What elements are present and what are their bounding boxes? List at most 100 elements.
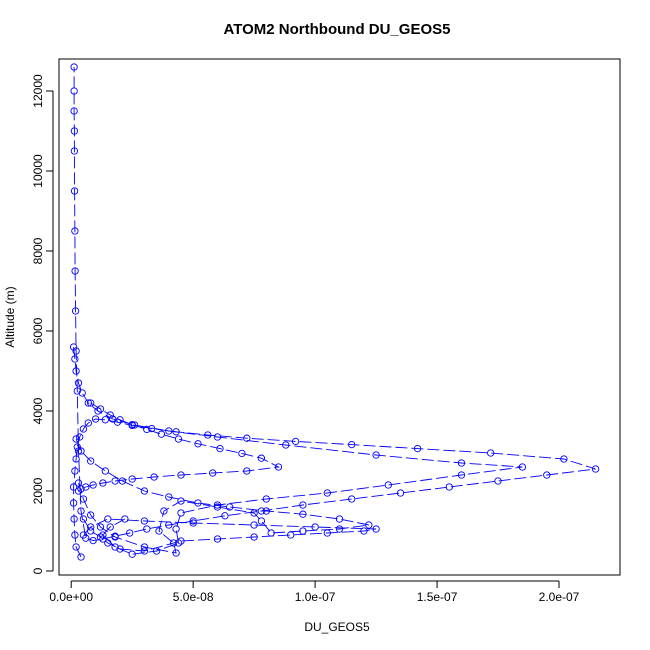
data-point — [69, 499, 78, 507]
data-point — [174, 435, 183, 443]
data-point — [128, 420, 136, 429]
data-point — [71, 355, 79, 363]
series-line — [75, 438, 369, 554]
data-point — [111, 543, 119, 551]
data-point — [70, 147, 79, 155]
data-point — [72, 543, 80, 551]
data-point — [160, 507, 168, 515]
data-point — [372, 525, 380, 533]
data-point — [177, 497, 185, 505]
y-tick-label: 8000 — [31, 237, 45, 264]
x-tick-label: 5.0e-08 — [173, 590, 214, 604]
data-point — [72, 367, 80, 375]
data-point — [494, 477, 502, 485]
data-series — [69, 343, 527, 558]
data-point — [84, 419, 92, 427]
data-point — [226, 503, 234, 511]
data-point — [189, 517, 197, 525]
data-point — [335, 525, 344, 533]
data-point — [104, 515, 112, 523]
data-point — [274, 463, 283, 471]
x-axis: 0.0e+00 5.0e-08 1.0e-07 1.5e-07 2.0e-07 — [49, 580, 580, 604]
y-tick-label: 10000 — [31, 154, 45, 188]
data-point — [111, 533, 119, 541]
data-point — [87, 399, 95, 407]
data-point — [216, 444, 224, 453]
data-point — [104, 539, 112, 547]
x-axis-label: DU_GEOS5 — [304, 620, 370, 634]
data-point — [74, 487, 83, 495]
data-point — [172, 549, 180, 557]
data-point — [311, 523, 319, 531]
data-point — [177, 537, 185, 545]
data-point — [99, 535, 107, 543]
data-point — [257, 454, 266, 462]
data-point — [213, 501, 222, 509]
data-point — [177, 509, 185, 517]
data-point — [221, 512, 229, 520]
data-point — [77, 507, 85, 515]
data-point — [213, 503, 222, 511]
data-point — [79, 515, 88, 523]
data-point — [348, 495, 356, 503]
data-point — [194, 499, 202, 507]
x-tick-label: 1.5e-07 — [417, 590, 458, 604]
data-point — [91, 415, 100, 423]
data-point — [560, 455, 568, 463]
data-point — [71, 307, 80, 315]
data-point — [213, 433, 222, 441]
data-point — [70, 187, 79, 195]
data-point — [165, 493, 173, 501]
data-point — [128, 550, 136, 558]
data-point — [413, 444, 422, 453]
data-point — [76, 433, 84, 441]
data-point — [287, 531, 295, 539]
data-point — [70, 515, 78, 523]
series-line — [73, 67, 596, 558]
y-axis-label: Altitude (m) — [3, 286, 17, 347]
series-layer — [69, 63, 600, 561]
data-point — [140, 543, 149, 551]
data-point — [79, 425, 88, 433]
data-point — [243, 434, 251, 442]
y-tick-label: 2000 — [31, 477, 45, 504]
data-point — [282, 441, 290, 449]
data-point — [82, 483, 90, 491]
data-point — [106, 411, 114, 419]
y-tick-label: 0 — [31, 567, 45, 574]
data-point — [189, 519, 197, 527]
data-point — [238, 449, 246, 458]
plot-frame — [58, 58, 621, 576]
data-point — [101, 467, 109, 475]
data-point — [128, 475, 136, 483]
data-point — [72, 455, 80, 463]
data-point — [445, 483, 453, 491]
data-point — [323, 529, 331, 537]
data-point — [87, 511, 95, 519]
data-point — [262, 507, 270, 515]
data-point — [169, 539, 178, 547]
data-point — [262, 495, 270, 503]
series-line — [83, 518, 377, 552]
data-point — [72, 435, 80, 443]
data-point — [243, 467, 251, 475]
data-point — [106, 523, 114, 531]
data-point — [87, 527, 95, 535]
data-point — [71, 227, 79, 235]
data-point — [140, 547, 149, 555]
data-point — [194, 440, 202, 448]
data-point — [323, 489, 331, 497]
data-point — [71, 531, 79, 539]
data-point — [250, 533, 258, 541]
data-point — [79, 531, 88, 539]
data-point — [121, 515, 129, 523]
data-point — [335, 515, 344, 523]
series-line — [78, 402, 280, 492]
data-point — [172, 525, 180, 533]
data-point — [77, 485, 85, 493]
data-point — [87, 523, 95, 531]
data-point — [96, 523, 105, 531]
data-point — [250, 509, 258, 517]
data-point — [213, 535, 222, 543]
data-point — [209, 469, 217, 477]
